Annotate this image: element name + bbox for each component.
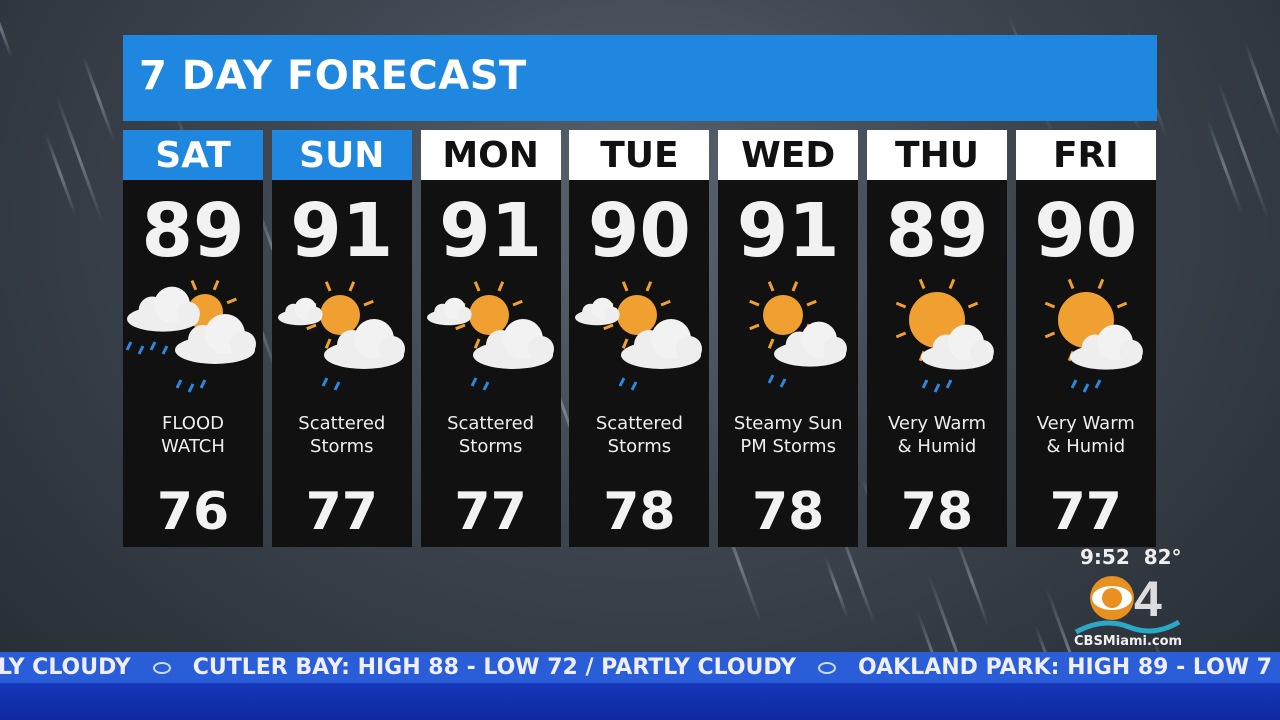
forecast-description: Very Warm & Humid	[1016, 412, 1156, 458]
low-temp: 77	[454, 482, 527, 542]
day-label: TUE	[569, 130, 710, 180]
heavy-rain-clouds-sun-icon	[125, 280, 256, 393]
day-label: SUN	[271, 130, 412, 180]
low-temp: 76	[156, 482, 230, 542]
time-temp: 9:52 82°	[1080, 545, 1182, 569]
high-temp: 91	[439, 188, 543, 274]
day-card-sun: SUN 91 Scattered Storms 77	[271, 130, 412, 547]
svg-text:4: 4	[1134, 572, 1162, 627]
desc-line: PM Storms	[740, 436, 836, 457]
rain-streak	[0, 1, 14, 59]
high-temp: 89	[141, 188, 245, 274]
rain-streak	[55, 95, 104, 223]
day-label: THU	[867, 130, 1007, 180]
forecast-description: Scattered Storms	[569, 412, 709, 458]
desc-line: Scattered	[447, 413, 535, 434]
high-temp: 90	[587, 188, 691, 274]
day-card-thu: THU 89 Very Warm & Humid 78	[867, 130, 1007, 547]
page-title: 7 DAY FORECAST	[139, 53, 527, 99]
low-temp: 78	[752, 482, 825, 542]
desc-line: Storms	[458, 436, 523, 457]
forecast-description: Very Warm & Humid	[867, 412, 1007, 458]
day-label: SAT	[123, 130, 263, 180]
desc-line: Storms	[310, 436, 374, 457]
ticker-item: OAKLAND PARK: HIGH 89 - LOW 7	[858, 655, 1273, 680]
low-temp: 78	[603, 482, 676, 542]
sun-clouds-rain-icon	[426, 281, 554, 391]
ticker-item: CUTLER BAY: HIGH 88 - LOW 72 / PARTLY CL…	[192, 655, 796, 680]
news-ticker: LY CLOUDY CUTLER BAY: HIGH 88 - LOW 72 / …	[0, 652, 1280, 720]
forecast-description: Steamy Sun PM Storms	[718, 412, 858, 458]
cbs-eye-icon	[818, 662, 836, 674]
desc-line: Storms	[607, 436, 672, 457]
rain-streak	[44, 133, 77, 216]
day-label: MON	[420, 130, 561, 180]
desc-line: WATCH	[161, 436, 225, 457]
forecast-header: 7 DAY FORECAST	[123, 35, 1157, 121]
day-card-sat: SAT 89 FLOOD WATCH 76	[123, 130, 263, 547]
day-card-fri: FRI 90 Very Warm & Humid 77	[1015, 130, 1156, 547]
current-temp: 82°	[1143, 545, 1182, 569]
rain-streak	[1217, 81, 1270, 221]
forecast-description: Scattered Storms	[272, 412, 412, 458]
desc-line: FLOOD	[162, 413, 224, 434]
rain-streak	[823, 556, 850, 619]
rain-streak	[1243, 41, 1280, 140]
forecast-description: Scattered Storms	[421, 412, 561, 458]
day-label: WED	[718, 130, 859, 180]
sun-clouds-rain-icon	[575, 281, 703, 391]
big-sun-cloud-rain-icon	[1044, 278, 1143, 393]
time: 9:52	[1080, 545, 1130, 569]
big-sun-cloud-rain-icon	[895, 278, 994, 393]
desc-line: Steamy Sun	[733, 413, 843, 434]
desc-line: & Humid	[1046, 436, 1126, 457]
cbs4-logo: 4	[1074, 572, 1181, 635]
desc-line: Scattered	[595, 413, 683, 434]
day-label: FRI	[1015, 130, 1156, 180]
sun-clouds-rain-icon	[277, 281, 405, 391]
low-temp: 77	[305, 482, 378, 542]
day-card-mon: MON 91 Scattered Storms 77	[420, 130, 561, 547]
ticker-item: LY CLOUDY	[0, 655, 131, 680]
high-temp: 91	[290, 188, 394, 274]
day-card-wed: WED 91 Steamy Sun PM Storms 78	[718, 130, 859, 547]
desc-line: Scattered	[298, 413, 386, 434]
desc-line: Very Warm	[1036, 413, 1135, 434]
site-url: CBSMiami.com	[1074, 634, 1183, 649]
cbs-eye-icon	[152, 662, 171, 674]
rain-streak	[81, 55, 116, 142]
high-temp: 90	[1034, 188, 1138, 274]
desc-line: Very Warm	[887, 413, 987, 434]
low-temp: 77	[1049, 482, 1122, 542]
high-temp: 89	[885, 188, 989, 274]
low-temp: 78	[900, 482, 974, 542]
sun-cloud-rain-icon	[749, 281, 848, 388]
desc-line: & Humid	[897, 436, 977, 457]
day-card-tue: TUE 90 Scattered Storms 78	[569, 130, 710, 547]
high-temp: 91	[736, 188, 840, 274]
forecast-description: FLOOD WATCH	[123, 412, 263, 458]
